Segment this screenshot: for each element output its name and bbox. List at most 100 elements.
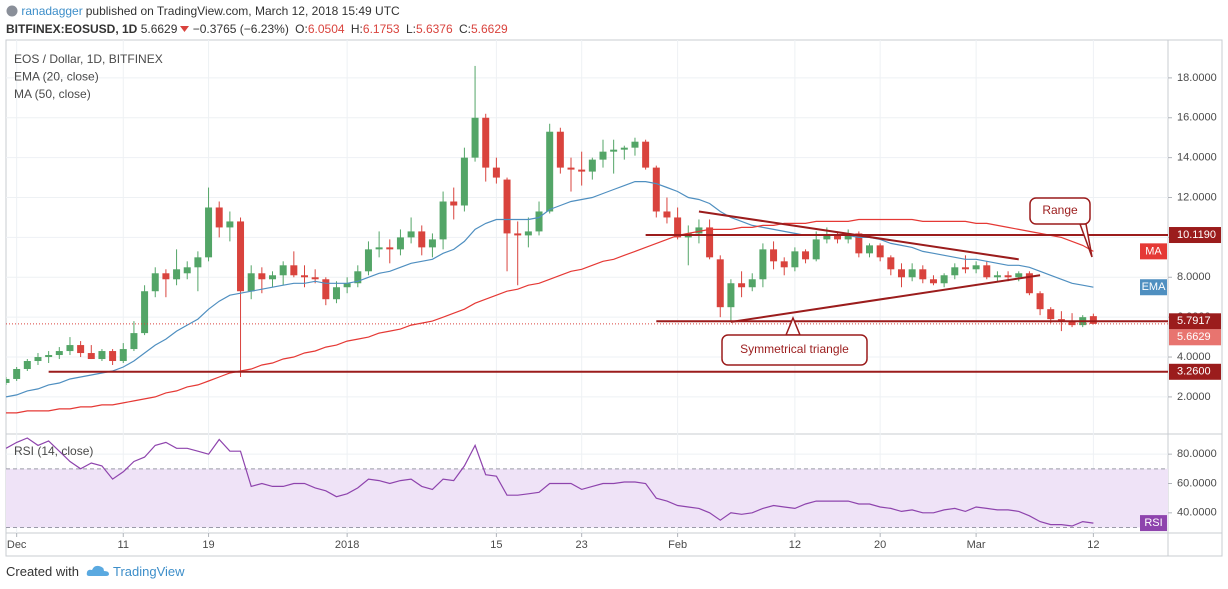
candle-body [332, 287, 340, 300]
candle-body [109, 351, 117, 362]
candle-body [269, 275, 277, 280]
candle-body [951, 267, 959, 276]
series-tag [1140, 515, 1167, 532]
candle-body [482, 117, 490, 168]
y-tick-label: 8.0000 [1177, 271, 1211, 283]
candle-body [599, 151, 607, 160]
candle-body [290, 265, 298, 276]
x-tick-label: 2018 [335, 539, 359, 551]
callout-text: Range [1042, 203, 1078, 217]
brand[interactable]: TradingView [113, 564, 185, 579]
series-tag-label: EMA [1142, 281, 1167, 293]
callout-box [1029, 197, 1091, 225]
candle-body [919, 269, 927, 280]
candle-body [674, 217, 682, 238]
candle-body [844, 233, 852, 240]
candle-body [759, 249, 767, 280]
candle-body [716, 259, 724, 308]
last-price-label: 5.6629 [1177, 331, 1211, 343]
level-label: 10.1190 [1177, 229, 1216, 241]
legend-entry: RSI (14, close) [14, 444, 93, 458]
series-tag [1140, 279, 1167, 296]
y-tick-label: 60.0000 [1177, 477, 1217, 489]
candle-body [738, 283, 746, 288]
x-tick-label: 15 [490, 539, 502, 551]
candle-body [311, 277, 319, 280]
candle-body [993, 275, 1001, 278]
candle-body [866, 245, 874, 254]
candle-body [652, 167, 660, 212]
level-label-box [1169, 363, 1221, 380]
candle-body [588, 159, 596, 172]
y-tick-label: 16.0000 [1177, 112, 1217, 124]
candle-body [706, 227, 714, 258]
series-tag-label: RSI [1144, 517, 1162, 529]
candle-body [23, 361, 31, 369]
candle-body [183, 267, 191, 274]
candle-body [439, 201, 447, 240]
candle-body [460, 157, 468, 206]
candle-body [780, 261, 788, 268]
ohlc-value: 6.0504 [307, 22, 345, 36]
candle-body [610, 149, 618, 152]
candle-body [695, 227, 703, 234]
candle-body [1036, 293, 1044, 310]
x-tick-label: Dec [7, 539, 27, 551]
candle-body [834, 235, 842, 240]
candle-body [663, 211, 671, 218]
candle-body [13, 368, 21, 379]
candle-body [428, 239, 436, 248]
candle-body [386, 247, 394, 250]
last-price: 5.6629 [140, 22, 178, 36]
chart: Dec 11 19 2018 15 23 Feb 12 20 Mar 12 2.0000 4.0000 6… [5, 39, 1223, 557]
candle-body [130, 333, 138, 350]
y-tick-label: 40.0000 [1177, 507, 1217, 519]
callout-box [721, 334, 868, 366]
candle-body [524, 231, 532, 236]
x-tick-label: 12 [789, 539, 801, 551]
author[interactable]: ranadagger [21, 4, 83, 18]
candle-body [396, 237, 404, 250]
ohlc-value: 5.6376 [415, 22, 453, 36]
x-tick-label: Feb [668, 539, 687, 551]
candle-body [375, 247, 383, 250]
candle-body [98, 351, 106, 360]
candle-body [514, 233, 522, 236]
y-tick-label: 80.0000 [1177, 448, 1217, 460]
candle-body [1025, 273, 1033, 294]
level-label: 5.7917 [1177, 315, 1211, 327]
candle-body [802, 251, 810, 260]
candle-body [897, 269, 905, 278]
candle-body [215, 207, 223, 228]
last-price-box [1169, 329, 1221, 346]
candle-body [1089, 316, 1097, 324]
candle-body [492, 167, 500, 178]
candle-body [34, 357, 42, 362]
publish-line: ranadagger published on TradingView.com, … [6, 4, 403, 18]
candle-body [237, 221, 245, 292]
candle-body [1015, 273, 1023, 278]
down-arrow [180, 26, 190, 32]
legend-entry: MA (50, close) [14, 87, 91, 101]
candle-body [503, 179, 511, 234]
candle-body [631, 141, 639, 148]
candle-body [407, 231, 415, 238]
y-tick-label: 2.0000 [1177, 391, 1211, 403]
logo [86, 565, 109, 576]
avatar [6, 5, 18, 17]
candle-body [45, 355, 53, 358]
candle-body [226, 221, 234, 228]
candle-body [87, 353, 95, 360]
indicator-line [6, 181, 1094, 398]
candle-body [823, 235, 831, 240]
candle-body [791, 251, 799, 268]
candle-body [983, 265, 991, 278]
rsi-band [6, 468, 1168, 528]
candle-body [343, 283, 351, 288]
x-tick-label: 12 [1087, 539, 1099, 551]
candle-body [418, 231, 426, 248]
candle-body [247, 273, 255, 292]
candle-body [855, 233, 863, 254]
level-label: 3.2600 [1177, 366, 1211, 378]
candle-body [876, 245, 884, 258]
